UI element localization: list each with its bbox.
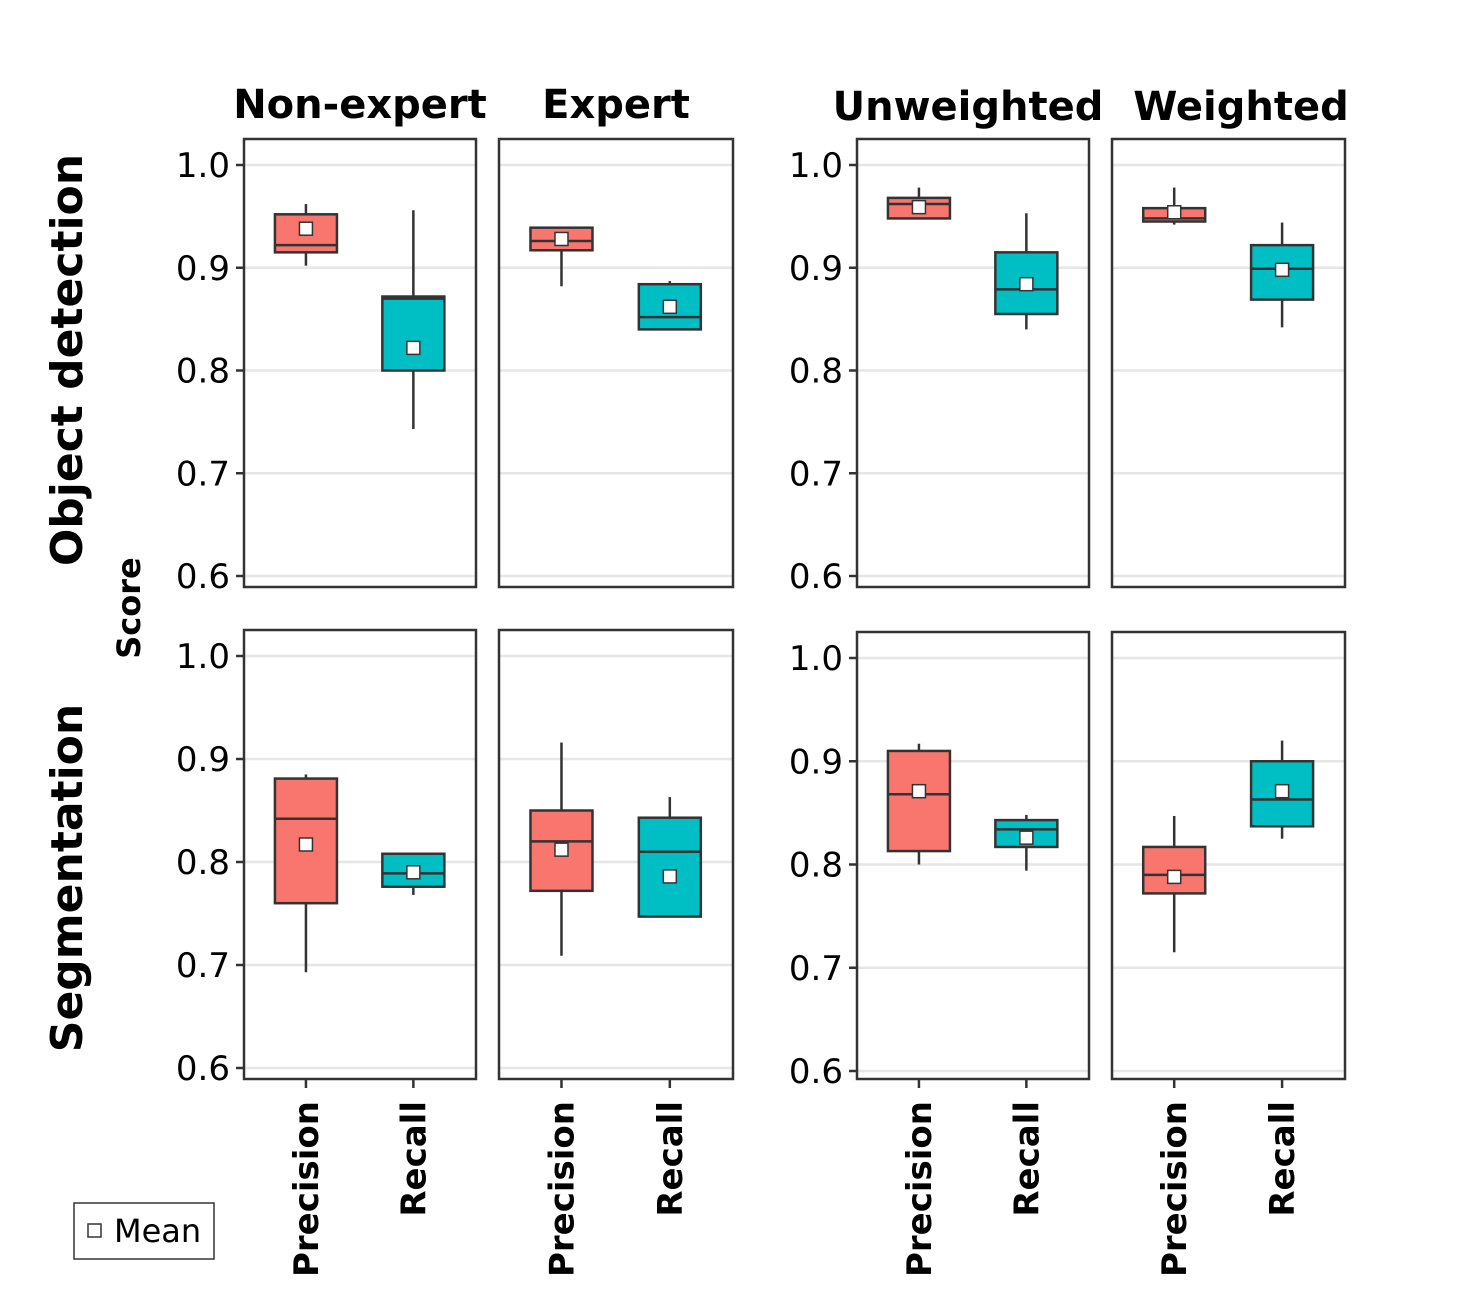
panel-segmentation-unweighted (855, 630, 1091, 1081)
y-tick-label: 0.9 (789, 249, 843, 289)
x-tick-label-precision: Precision (542, 1101, 582, 1277)
y-tick-label: 1.0 (176, 637, 230, 677)
panels (242, 137, 1347, 1081)
precision-mean-marker (911, 783, 927, 799)
y-tick-label: 1.0 (176, 146, 230, 186)
column-title-weighted: Weighted (1133, 84, 1349, 130)
recall-mean-marker (662, 299, 678, 315)
precision-mean-marker (1166, 869, 1182, 885)
recall-mean-marker (1019, 830, 1034, 845)
y-tick-label: 0.9 (176, 249, 230, 289)
row-title-object-detection: Object detection (42, 154, 93, 566)
column-title-non-expert: Non-expert (233, 82, 487, 128)
y-tick-label: 0.8 (789, 352, 843, 392)
precision-mean-marker (554, 842, 569, 857)
x-tick-label-recall: Recall (651, 1101, 691, 1217)
panel-border (242, 628, 478, 1081)
column-titles: Non-expert Expert Unweighted Weighted (233, 82, 1349, 130)
y-tick-label: 0.8 (789, 846, 843, 886)
legend-mean-label: Mean (114, 1212, 201, 1250)
column-title-unweighted: Unweighted (833, 84, 1104, 130)
recall-mean-marker (1274, 783, 1290, 799)
y-tick-label: 1.0 (789, 639, 843, 679)
panel-border (242, 137, 478, 589)
y-axis-label: Score (110, 557, 148, 658)
recall-mean-marker (1019, 276, 1034, 292)
x-tick-label-precision: Precision (1155, 1101, 1195, 1277)
precision-mean-marker (298, 837, 314, 852)
recall-mean-marker (406, 340, 421, 356)
panel-object-detection-unweighted (855, 137, 1091, 589)
y-tick-label: 0.6 (789, 1052, 843, 1092)
y-tick-label: 0.8 (176, 843, 230, 883)
x-tick-labels: Precision Recall Precision Recall Precision R… (287, 1079, 1303, 1277)
legend-mean-marker (87, 1223, 102, 1238)
panel-object-detection-weighted (1110, 137, 1347, 589)
recall-mean-marker (1274, 262, 1290, 278)
y-tick-label: 1.0 (789, 146, 843, 186)
panel-border (497, 137, 735, 589)
y-tick-label: 0.6 (789, 557, 843, 597)
column-title-expert: Expert (542, 82, 690, 128)
panel-border (855, 630, 1091, 1081)
y-tick-label: 0.8 (176, 352, 230, 392)
recall-box (381, 295, 446, 372)
recall-mean-marker (406, 865, 421, 880)
precision-mean-marker (554, 231, 569, 247)
precision-mean-marker (911, 199, 927, 215)
x-tick-label-precision: Precision (287, 1101, 327, 1277)
y-tick-label: 0.7 (789, 454, 843, 494)
recall-mean-marker (662, 869, 678, 884)
panel-object-detection-expert (497, 137, 735, 589)
panel-border (1110, 137, 1347, 589)
recall-box (1249, 760, 1315, 828)
precision-box (886, 749, 952, 853)
y-tick-label: 0.6 (176, 557, 230, 597)
panel-segmentation-expert (497, 628, 735, 1081)
y-tick-label: 0.6 (176, 1049, 230, 1089)
x-tick-label-precision: Precision (900, 1101, 940, 1277)
y-tick-label: 0.9 (789, 742, 843, 782)
panel-border (497, 628, 735, 1081)
panel-segmentation-weighted (1110, 630, 1347, 1081)
precision-mean-marker (298, 221, 314, 236)
y-tick-label: 0.7 (176, 946, 230, 986)
x-tick-label-recall: Recall (1263, 1101, 1303, 1217)
x-tick-label-recall: Recall (394, 1101, 434, 1217)
panel-border (855, 137, 1091, 589)
x-tick-label-recall: Recall (1007, 1101, 1047, 1217)
precision-mean-marker (1166, 205, 1182, 220)
y-tick-label: 0.9 (176, 740, 230, 780)
y-tick-labels: 1.0 0.9 0.8 0.7 0.6 1.0 0.9 0.8 0.7 0.6 1.0 0.9 0.8 0… (176, 146, 857, 1092)
panel-segmentation-non-expert (242, 628, 478, 1081)
y-tick-label: 0.7 (789, 949, 843, 989)
recall-box (637, 816, 703, 918)
panel-border (1110, 630, 1347, 1081)
panel-object-detection-non-expert (242, 137, 478, 589)
row-title-segmentation: Segmentation (42, 704, 93, 1052)
y-tick-label: 0.7 (176, 454, 230, 494)
legend: Mean (73, 1202, 215, 1260)
row-titles: Object detection Segmentation (42, 154, 93, 1052)
